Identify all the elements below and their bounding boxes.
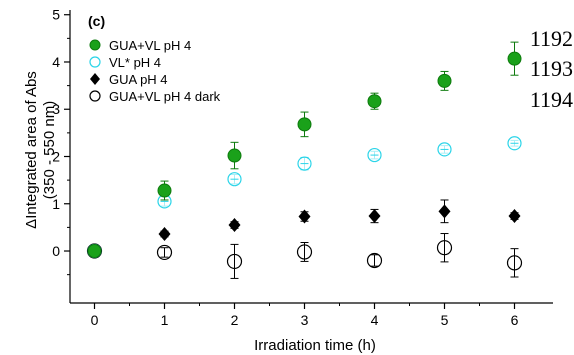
data-point xyxy=(297,117,312,132)
data-point xyxy=(508,209,521,224)
data-point xyxy=(367,94,382,109)
legend-entry-vl: VL* pH 4 xyxy=(89,55,161,70)
x-tick-label: 4 xyxy=(371,312,379,328)
line-numbers: 1192 1193 1194 xyxy=(530,26,573,112)
y-axis-title-line2: (350 - 550 nm) xyxy=(41,101,58,199)
axes: 0 1 2 3 4 5 6 0 1 2 3 4 5 xyxy=(52,7,553,328)
data-point xyxy=(368,209,381,224)
x-tick-label: 3 xyxy=(301,312,309,328)
legend-marker-gua-vl-dark xyxy=(89,90,101,102)
data-point xyxy=(296,244,313,260)
series-gua-vl xyxy=(87,41,522,259)
legend-marker-gua-vl xyxy=(89,39,101,51)
y-tick-label: 3 xyxy=(52,101,60,117)
y-tick-label: 5 xyxy=(52,7,60,23)
legend-entry-gua-vl: GUA+VL pH 4 xyxy=(89,38,191,53)
legend-marker-gua xyxy=(90,73,100,85)
data-point xyxy=(157,183,172,198)
series-vl xyxy=(87,136,522,259)
legend-entry-gua: GUA pH 4 xyxy=(90,72,168,87)
data-point xyxy=(156,244,173,261)
y-tick-label: 1 xyxy=(52,196,60,212)
data-point xyxy=(438,204,451,219)
legend-label-gua: GUA pH 4 xyxy=(109,72,168,87)
data-point xyxy=(298,209,311,224)
data-point xyxy=(228,218,241,233)
data-point xyxy=(158,227,171,242)
x-axis-title: Irradiation time (h) xyxy=(254,337,376,354)
series-gua-vl-dark xyxy=(86,233,523,279)
panel-label: (c) xyxy=(88,13,105,29)
legend-marker-vl xyxy=(89,56,101,68)
x-tick-label: 0 xyxy=(91,312,99,328)
y-tick-label: 0 xyxy=(52,243,60,259)
line-number-1192: 1192 xyxy=(530,26,573,51)
data-point xyxy=(437,73,452,88)
data-point xyxy=(87,244,102,259)
data-layer xyxy=(86,41,523,279)
line-number-1193: 1193 xyxy=(530,56,573,81)
x-tick-label: 1 xyxy=(161,312,169,328)
data-point xyxy=(506,255,523,271)
data-point xyxy=(436,240,453,256)
legend-entry-gua-vl-dark: GUA+VL pH 4 dark xyxy=(89,89,221,104)
data-point xyxy=(227,148,242,163)
y-tick-label: 2 xyxy=(52,149,60,165)
legend-label-vl: VL* pH 4 xyxy=(109,55,161,70)
legend-label-gua-vl-dark: GUA+VL pH 4 dark xyxy=(109,89,221,104)
y-axis-title: ΔIntegrated area of Abs (350 - 550 nm) xyxy=(23,71,58,229)
y-ticks: 0 1 2 3 4 5 xyxy=(52,7,70,276)
x-tick-label: 6 xyxy=(511,312,519,328)
line-number-1194: 1194 xyxy=(530,87,573,112)
x-tick-label: 5 xyxy=(441,312,449,328)
x-ticks: 0 1 2 3 4 5 6 xyxy=(91,303,519,328)
data-point xyxy=(507,51,522,66)
y-axis-title-line1: ΔIntegrated area of Abs xyxy=(23,71,40,229)
data-point xyxy=(366,252,383,269)
legend: GUA+VL pH 4 VL* pH 4 GUA pH 4 GUA+VL pH … xyxy=(89,38,221,104)
data-point xyxy=(226,253,243,270)
x-tick-label: 2 xyxy=(231,312,239,328)
y-tick-label: 4 xyxy=(52,54,60,70)
series-gua xyxy=(88,199,521,259)
legend-label-gua-vl: GUA+VL pH 4 xyxy=(109,38,191,53)
